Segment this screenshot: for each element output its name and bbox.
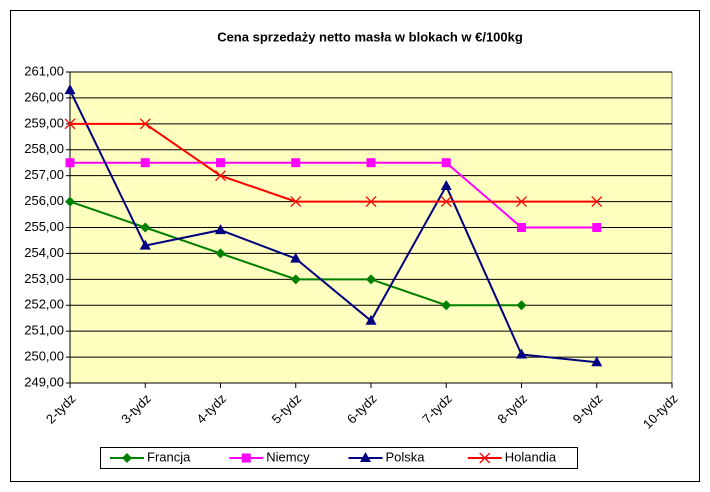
marker bbox=[591, 356, 603, 367]
y-tick-label: 259,00 bbox=[24, 115, 64, 130]
marker bbox=[122, 453, 132, 463]
series-line bbox=[70, 161, 597, 229]
marker bbox=[65, 158, 75, 168]
series-line bbox=[69, 89, 597, 364]
marker bbox=[290, 252, 302, 263]
marker bbox=[440, 180, 452, 191]
marker bbox=[440, 196, 452, 208]
marker bbox=[140, 158, 150, 168]
legend-label: Holandia bbox=[505, 449, 557, 464]
marker bbox=[65, 196, 75, 207]
marker bbox=[365, 196, 377, 208]
marker bbox=[291, 158, 301, 168]
marker bbox=[139, 118, 151, 130]
marker bbox=[140, 222, 151, 233]
marker bbox=[216, 158, 225, 168]
y-tick-label: 251,00 bbox=[24, 323, 64, 338]
legend-label: Francja bbox=[147, 449, 191, 464]
y-tick-label: 260,00 bbox=[24, 89, 64, 104]
marker bbox=[360, 452, 371, 462]
y-tick-label: 253,00 bbox=[24, 271, 64, 286]
marker bbox=[215, 224, 226, 235]
marker bbox=[241, 453, 251, 463]
marker bbox=[215, 170, 226, 182]
legend-label: Niemcy bbox=[266, 449, 310, 464]
marker bbox=[290, 196, 302, 208]
y-tick-label: 252,00 bbox=[24, 297, 64, 312]
marker bbox=[516, 196, 527, 208]
marker bbox=[516, 300, 527, 311]
y-tick-label: 258,00 bbox=[24, 141, 64, 156]
marker bbox=[479, 452, 491, 464]
marker bbox=[64, 84, 76, 95]
marker bbox=[366, 274, 376, 285]
legend-label: Polska bbox=[386, 449, 426, 464]
marker bbox=[139, 239, 151, 250]
marker bbox=[592, 223, 602, 232]
y-tick-label: 257,00 bbox=[24, 167, 64, 182]
marker bbox=[441, 300, 452, 311]
marker bbox=[366, 158, 376, 168]
marker bbox=[441, 158, 451, 168]
chart-title: Cena sprzedaży netto masła w blokach w €… bbox=[217, 29, 523, 44]
y-tick-label: 261,00 bbox=[24, 63, 64, 78]
marker bbox=[591, 196, 603, 208]
marker bbox=[517, 223, 526, 232]
marker bbox=[516, 348, 527, 359]
marker bbox=[290, 274, 301, 285]
y-tick-label: 254,00 bbox=[24, 245, 64, 260]
y-tick-label: 250,00 bbox=[24, 349, 64, 364]
legend-box bbox=[100, 447, 578, 469]
marker bbox=[365, 314, 377, 325]
series-line bbox=[70, 122, 597, 203]
y-tick-label: 256,00 bbox=[24, 193, 64, 208]
y-tick-label: 255,00 bbox=[24, 219, 64, 234]
marker bbox=[215, 248, 226, 259]
marker bbox=[64, 118, 76, 130]
y-tick-label: 249,00 bbox=[24, 374, 64, 389]
